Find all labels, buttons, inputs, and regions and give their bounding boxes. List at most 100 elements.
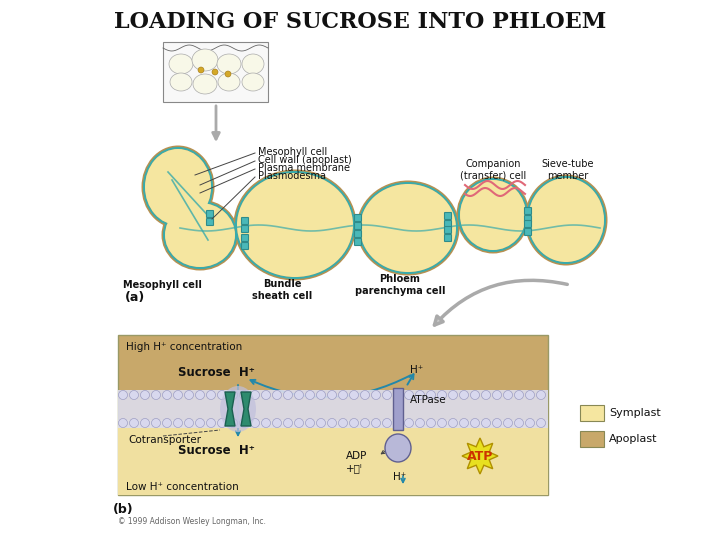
Bar — [118, 390, 548, 428]
Circle shape — [459, 390, 469, 400]
Circle shape — [426, 418, 436, 428]
Ellipse shape — [527, 177, 605, 263]
Text: © 1999 Addison Wesley Longman, Inc.: © 1999 Addison Wesley Longman, Inc. — [118, 516, 266, 525]
FancyBboxPatch shape — [524, 215, 531, 222]
Circle shape — [438, 390, 446, 400]
Circle shape — [515, 390, 523, 400]
Circle shape — [217, 418, 227, 428]
FancyBboxPatch shape — [354, 239, 361, 246]
Text: Apoplast: Apoplast — [609, 434, 657, 444]
Circle shape — [405, 418, 413, 428]
Circle shape — [394, 390, 402, 400]
FancyBboxPatch shape — [444, 213, 451, 219]
Circle shape — [526, 390, 534, 400]
Ellipse shape — [460, 180, 526, 250]
Circle shape — [151, 418, 161, 428]
Circle shape — [470, 390, 480, 400]
Circle shape — [240, 418, 248, 428]
Circle shape — [449, 418, 457, 428]
Circle shape — [394, 418, 402, 428]
Circle shape — [482, 418, 490, 428]
Text: H⁺: H⁺ — [410, 365, 423, 375]
Circle shape — [328, 390, 336, 400]
FancyBboxPatch shape — [207, 219, 214, 226]
Text: Plasma membrane: Plasma membrane — [258, 163, 350, 173]
Bar — [118, 420, 548, 495]
Ellipse shape — [356, 180, 459, 275]
Circle shape — [140, 390, 150, 400]
Circle shape — [372, 390, 380, 400]
Ellipse shape — [359, 183, 457, 273]
Ellipse shape — [218, 73, 240, 91]
Circle shape — [130, 418, 138, 428]
Circle shape — [372, 418, 380, 428]
FancyBboxPatch shape — [354, 231, 361, 238]
Circle shape — [449, 390, 457, 400]
Circle shape — [130, 390, 138, 400]
Bar — [118, 335, 548, 495]
FancyBboxPatch shape — [241, 242, 248, 249]
Circle shape — [405, 390, 413, 400]
Circle shape — [349, 390, 359, 400]
Circle shape — [317, 418, 325, 428]
Circle shape — [151, 390, 161, 400]
Ellipse shape — [170, 73, 192, 91]
Circle shape — [317, 390, 325, 400]
Circle shape — [196, 390, 204, 400]
Text: Bundle
sheath cell: Bundle sheath cell — [252, 279, 312, 301]
Text: Sucrose  H⁺: Sucrose H⁺ — [178, 443, 255, 456]
Text: Sieve-tube
member: Sieve-tube member — [541, 159, 594, 181]
Circle shape — [284, 418, 292, 428]
Circle shape — [294, 390, 304, 400]
Ellipse shape — [237, 173, 353, 277]
Circle shape — [140, 418, 150, 428]
Circle shape — [470, 418, 480, 428]
Circle shape — [426, 390, 436, 400]
Ellipse shape — [217, 54, 241, 74]
Text: Symplast: Symplast — [609, 408, 661, 418]
Circle shape — [482, 390, 490, 400]
FancyBboxPatch shape — [524, 220, 531, 227]
Circle shape — [305, 390, 315, 400]
Text: ADP: ADP — [346, 451, 367, 461]
Ellipse shape — [145, 149, 211, 225]
Text: Mesophyll cell: Mesophyll cell — [122, 280, 202, 290]
Text: Cell wall (apoplast): Cell wall (apoplast) — [258, 155, 352, 165]
FancyBboxPatch shape — [207, 211, 214, 218]
Circle shape — [198, 67, 204, 73]
Text: Mesophyll cell: Mesophyll cell — [258, 147, 328, 157]
Circle shape — [261, 418, 271, 428]
Circle shape — [163, 418, 171, 428]
Circle shape — [305, 418, 315, 428]
Circle shape — [119, 390, 127, 400]
Circle shape — [361, 418, 369, 428]
Bar — [393, 388, 403, 430]
Circle shape — [338, 390, 348, 400]
Ellipse shape — [164, 202, 236, 268]
Circle shape — [526, 418, 534, 428]
Text: High H⁺ concentration: High H⁺ concentration — [126, 342, 242, 352]
Circle shape — [349, 418, 359, 428]
Ellipse shape — [192, 49, 218, 71]
Circle shape — [119, 418, 127, 428]
Circle shape — [228, 390, 238, 400]
Circle shape — [536, 390, 546, 400]
Polygon shape — [225, 392, 235, 426]
Circle shape — [184, 390, 194, 400]
Circle shape — [174, 418, 182, 428]
Circle shape — [217, 390, 227, 400]
FancyBboxPatch shape — [524, 228, 531, 235]
Text: Cotransporter: Cotransporter — [128, 435, 201, 445]
Circle shape — [207, 390, 215, 400]
Text: Phloem
parenchyma cell: Phloem parenchyma cell — [355, 274, 445, 296]
Ellipse shape — [360, 184, 456, 272]
Text: +Ⓟᴵ: +Ⓟᴵ — [346, 463, 363, 473]
FancyBboxPatch shape — [444, 234, 451, 241]
Circle shape — [196, 418, 204, 428]
Circle shape — [251, 418, 259, 428]
FancyBboxPatch shape — [524, 207, 531, 214]
Circle shape — [515, 418, 523, 428]
FancyBboxPatch shape — [354, 222, 361, 230]
FancyBboxPatch shape — [444, 226, 451, 233]
Circle shape — [328, 418, 336, 428]
